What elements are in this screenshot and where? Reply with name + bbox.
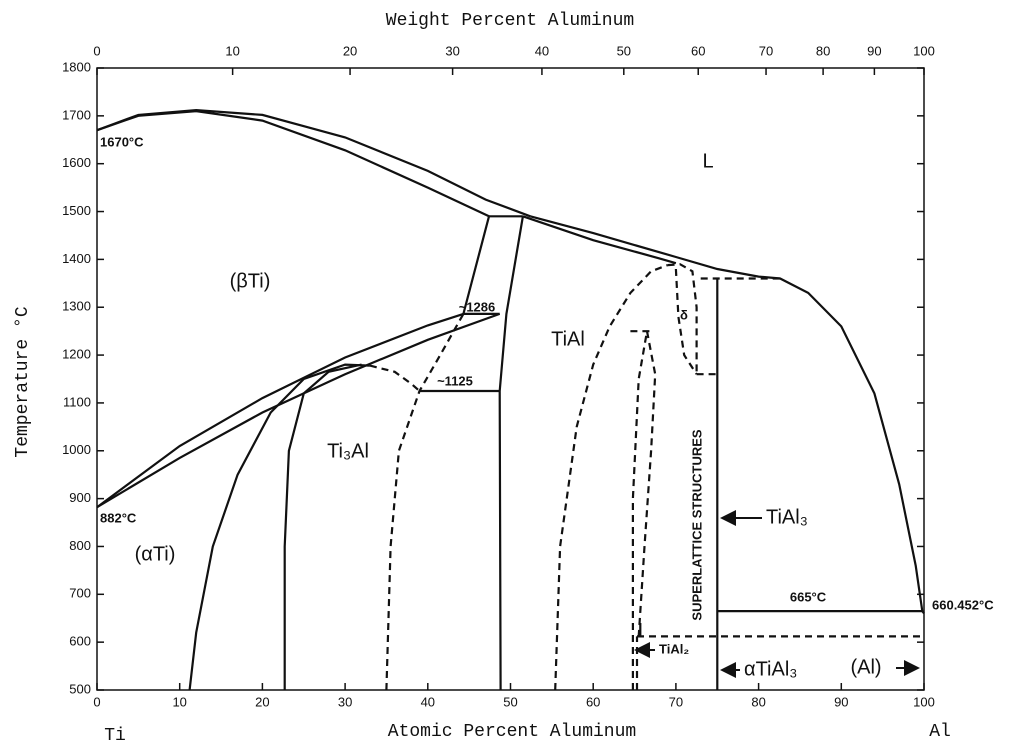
component-right: Al: [929, 722, 951, 742]
y-tick-label: 1700: [62, 107, 91, 122]
dashed-boundary: [639, 331, 656, 636]
top-tick-label: 50: [617, 43, 631, 58]
phase-boundary: [285, 365, 362, 690]
x-tick-label: 10: [172, 694, 186, 709]
y-tick-label: 800: [69, 538, 91, 553]
annotation: TiAl₂: [659, 641, 689, 656]
y-tick-label: 1400: [62, 251, 91, 266]
y-tick-label: 500: [69, 681, 91, 696]
x-tick-label: 0: [93, 694, 100, 709]
annotation: 1670°C: [100, 134, 144, 149]
phase-boundary: [190, 365, 370, 690]
y-tick-label: 1500: [62, 203, 91, 218]
phase-boundary: [97, 314, 463, 507]
phase-boundary: [523, 216, 676, 263]
annotation: Ti₃Al: [327, 440, 369, 462]
top-tick-label: 40: [535, 43, 549, 58]
top-tick-label: 100: [913, 43, 935, 58]
phase-boundary: [500, 216, 523, 690]
annotation: ~1125: [437, 373, 473, 388]
annotation: 882°C: [100, 510, 137, 525]
x-tick-label: 30: [338, 694, 352, 709]
x-tick-label: 70: [669, 694, 683, 709]
annotation: αTiAl₃: [744, 658, 797, 680]
y-tick-label: 1200: [62, 347, 91, 362]
top-tick-label: 20: [343, 43, 357, 58]
x-tick-label: 80: [751, 694, 765, 709]
annotation: (βTi): [230, 270, 271, 292]
y-tick-label: 1000: [62, 442, 91, 457]
top-tick-label: 10: [225, 43, 239, 58]
x-tick-label: 20: [255, 694, 269, 709]
phase-diagram: Weight Percent Aluminum Atomic Percent A…: [0, 0, 1019, 745]
bottom-axis-title: Atomic Percent Aluminum: [388, 722, 636, 742]
x-tick-label: 90: [834, 694, 848, 709]
annotation: δ: [680, 307, 688, 322]
dashed-boundary: [386, 314, 463, 690]
y-axis-title: Temperature °C: [13, 306, 33, 457]
x-tick-label: 50: [503, 694, 517, 709]
annotation: L: [702, 150, 713, 172]
top-tick-label: 70: [759, 43, 773, 58]
top-tick-label: 60: [691, 43, 705, 58]
top-axis-title: Weight Percent Aluminum: [386, 11, 634, 31]
y-tick-label: 1800: [62, 59, 91, 74]
y-tick-label: 600: [69, 634, 91, 649]
top-tick-label: 30: [445, 43, 459, 58]
annotation: TiAl₃: [766, 506, 808, 528]
x-tick-label: 100: [913, 694, 935, 709]
annotation: ~1286: [459, 299, 496, 314]
x-tick-label: 60: [586, 694, 600, 709]
y-tick-label: 900: [69, 490, 91, 505]
y-tick-label: 700: [69, 586, 91, 601]
annotation: TiAl: [551, 328, 585, 350]
y-tick-label: 1300: [62, 299, 91, 314]
phase-boundary: [97, 111, 489, 216]
annotation: SUPERLATTICE STRUCTURES: [689, 429, 704, 620]
top-tick-label: 90: [867, 43, 881, 58]
annotation: 665°C: [790, 589, 827, 604]
y-tick-label: 1600: [62, 155, 91, 170]
phase-boundary: [97, 110, 530, 216]
annotation: (Al): [850, 656, 881, 678]
dashed-boundary: [370, 366, 420, 391]
component-left: Ti: [104, 726, 126, 745]
top-tick-label: 80: [816, 43, 830, 58]
phase-boundary: [530, 216, 922, 611]
y-tick-label: 1100: [63, 394, 91, 409]
top-tick-label: 0: [93, 43, 100, 58]
phase-boundary: [922, 611, 924, 613]
annotation: (αTi): [135, 543, 176, 565]
annotation: 660.452°C: [932, 597, 994, 612]
x-tick-label: 40: [421, 694, 435, 709]
